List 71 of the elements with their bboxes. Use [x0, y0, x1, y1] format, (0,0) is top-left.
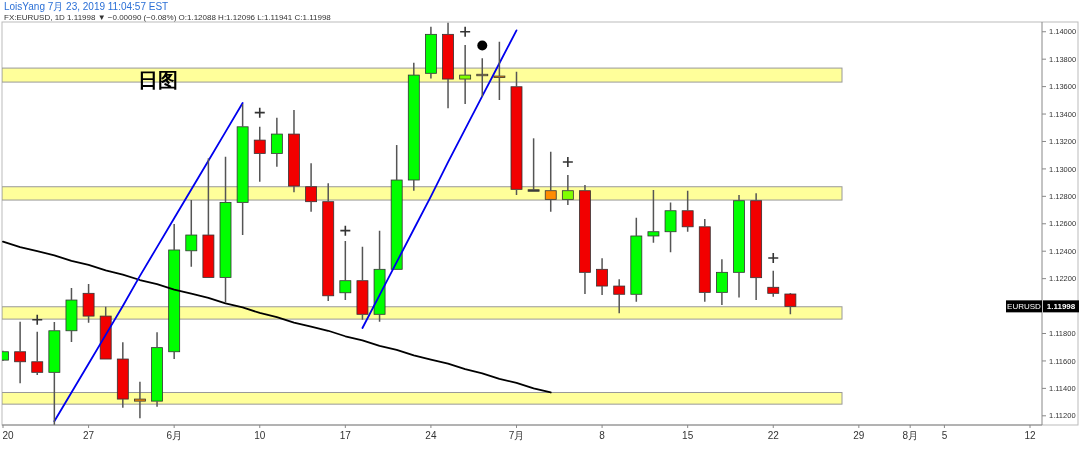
annotation: 1.11998 — [1046, 302, 1076, 312]
candlestick — [219, 155, 232, 304]
candlestick — [698, 218, 711, 303]
candlestick — [716, 258, 728, 306]
line-series — [53, 102, 244, 423]
point — [253, 106, 266, 119]
point — [31, 313, 44, 326]
candlestick — [681, 189, 694, 233]
candlestick — [270, 116, 283, 168]
candlestick — [493, 41, 506, 101]
candlestick — [647, 189, 660, 244]
candlestick — [31, 330, 44, 376]
x-tick-label: 7月 — [508, 430, 525, 441]
candlestick — [65, 287, 78, 343]
x-tick-label: 20 — [2, 430, 14, 441]
candlestick — [236, 103, 249, 236]
candlestick — [750, 192, 763, 301]
candlestick — [407, 61, 420, 192]
candlestick — [733, 194, 745, 299]
point — [339, 224, 352, 237]
x-tick-label: 29 — [853, 430, 865, 441]
candlestick — [151, 331, 163, 408]
candlestick — [373, 230, 386, 323]
x-tick-label: 8月 — [902, 430, 918, 441]
candlestick — [168, 223, 181, 360]
candlestick — [664, 201, 677, 254]
candlestick — [322, 182, 335, 302]
candlestick — [116, 341, 129, 409]
x-tick-label: 6月 — [166, 430, 182, 441]
line-series — [2, 240, 552, 394]
x-tick-label: 22 — [767, 430, 780, 441]
candlestick — [48, 321, 61, 425]
point — [459, 25, 471, 38]
x-tick-label: 10 — [254, 430, 266, 441]
annotation: EURUSD — [1007, 302, 1042, 312]
x-tick-label: 17 — [339, 430, 352, 441]
text: LoisYang 7月 23, 2019 11:04:57 EST — [4, 1, 169, 12]
candlestick — [185, 199, 198, 268]
candlestick — [613, 278, 626, 315]
candlestick — [630, 216, 643, 303]
point — [477, 40, 488, 51]
candlestick — [134, 381, 146, 420]
candlestick — [288, 109, 300, 194]
candlestick — [544, 151, 557, 213]
candlestick — [14, 320, 27, 385]
x-tick-label: 24 — [425, 430, 437, 441]
candlestick — [305, 162, 317, 213]
candlestick — [339, 240, 352, 301]
candlestick — [425, 26, 437, 80]
x-tick-label: 12 — [1024, 430, 1036, 441]
text: 日图 — [138, 69, 178, 91]
candlestick — [202, 157, 215, 278]
candlestick — [579, 184, 591, 295]
candlestick — [527, 137, 540, 192]
x-tick-label: 8 — [599, 430, 606, 441]
candlestick — [253, 126, 266, 183]
candlestick — [459, 44, 472, 105]
chart-subtitle: FX:EURUSD, 1D 1.11998 ▼ −0.00090 (−0.08%) O:1.12088 H:1.12096 L:1.11941 C:1.11998 — [4, 13, 332, 22]
candlestick — [390, 144, 403, 270]
line-series — [361, 29, 518, 329]
candlestick — [510, 71, 523, 196]
candlestick — [356, 246, 369, 321]
candlestick — [442, 22, 454, 110]
candlestick — [561, 174, 574, 206]
x-tick-label: 5 — [941, 430, 948, 441]
point — [562, 156, 574, 168]
candlestick — [596, 257, 608, 296]
x-tick-label: 15 — [682, 430, 694, 441]
point — [767, 252, 780, 264]
candlestick — [767, 269, 780, 298]
x-tick-label: 27 — [83, 430, 95, 441]
